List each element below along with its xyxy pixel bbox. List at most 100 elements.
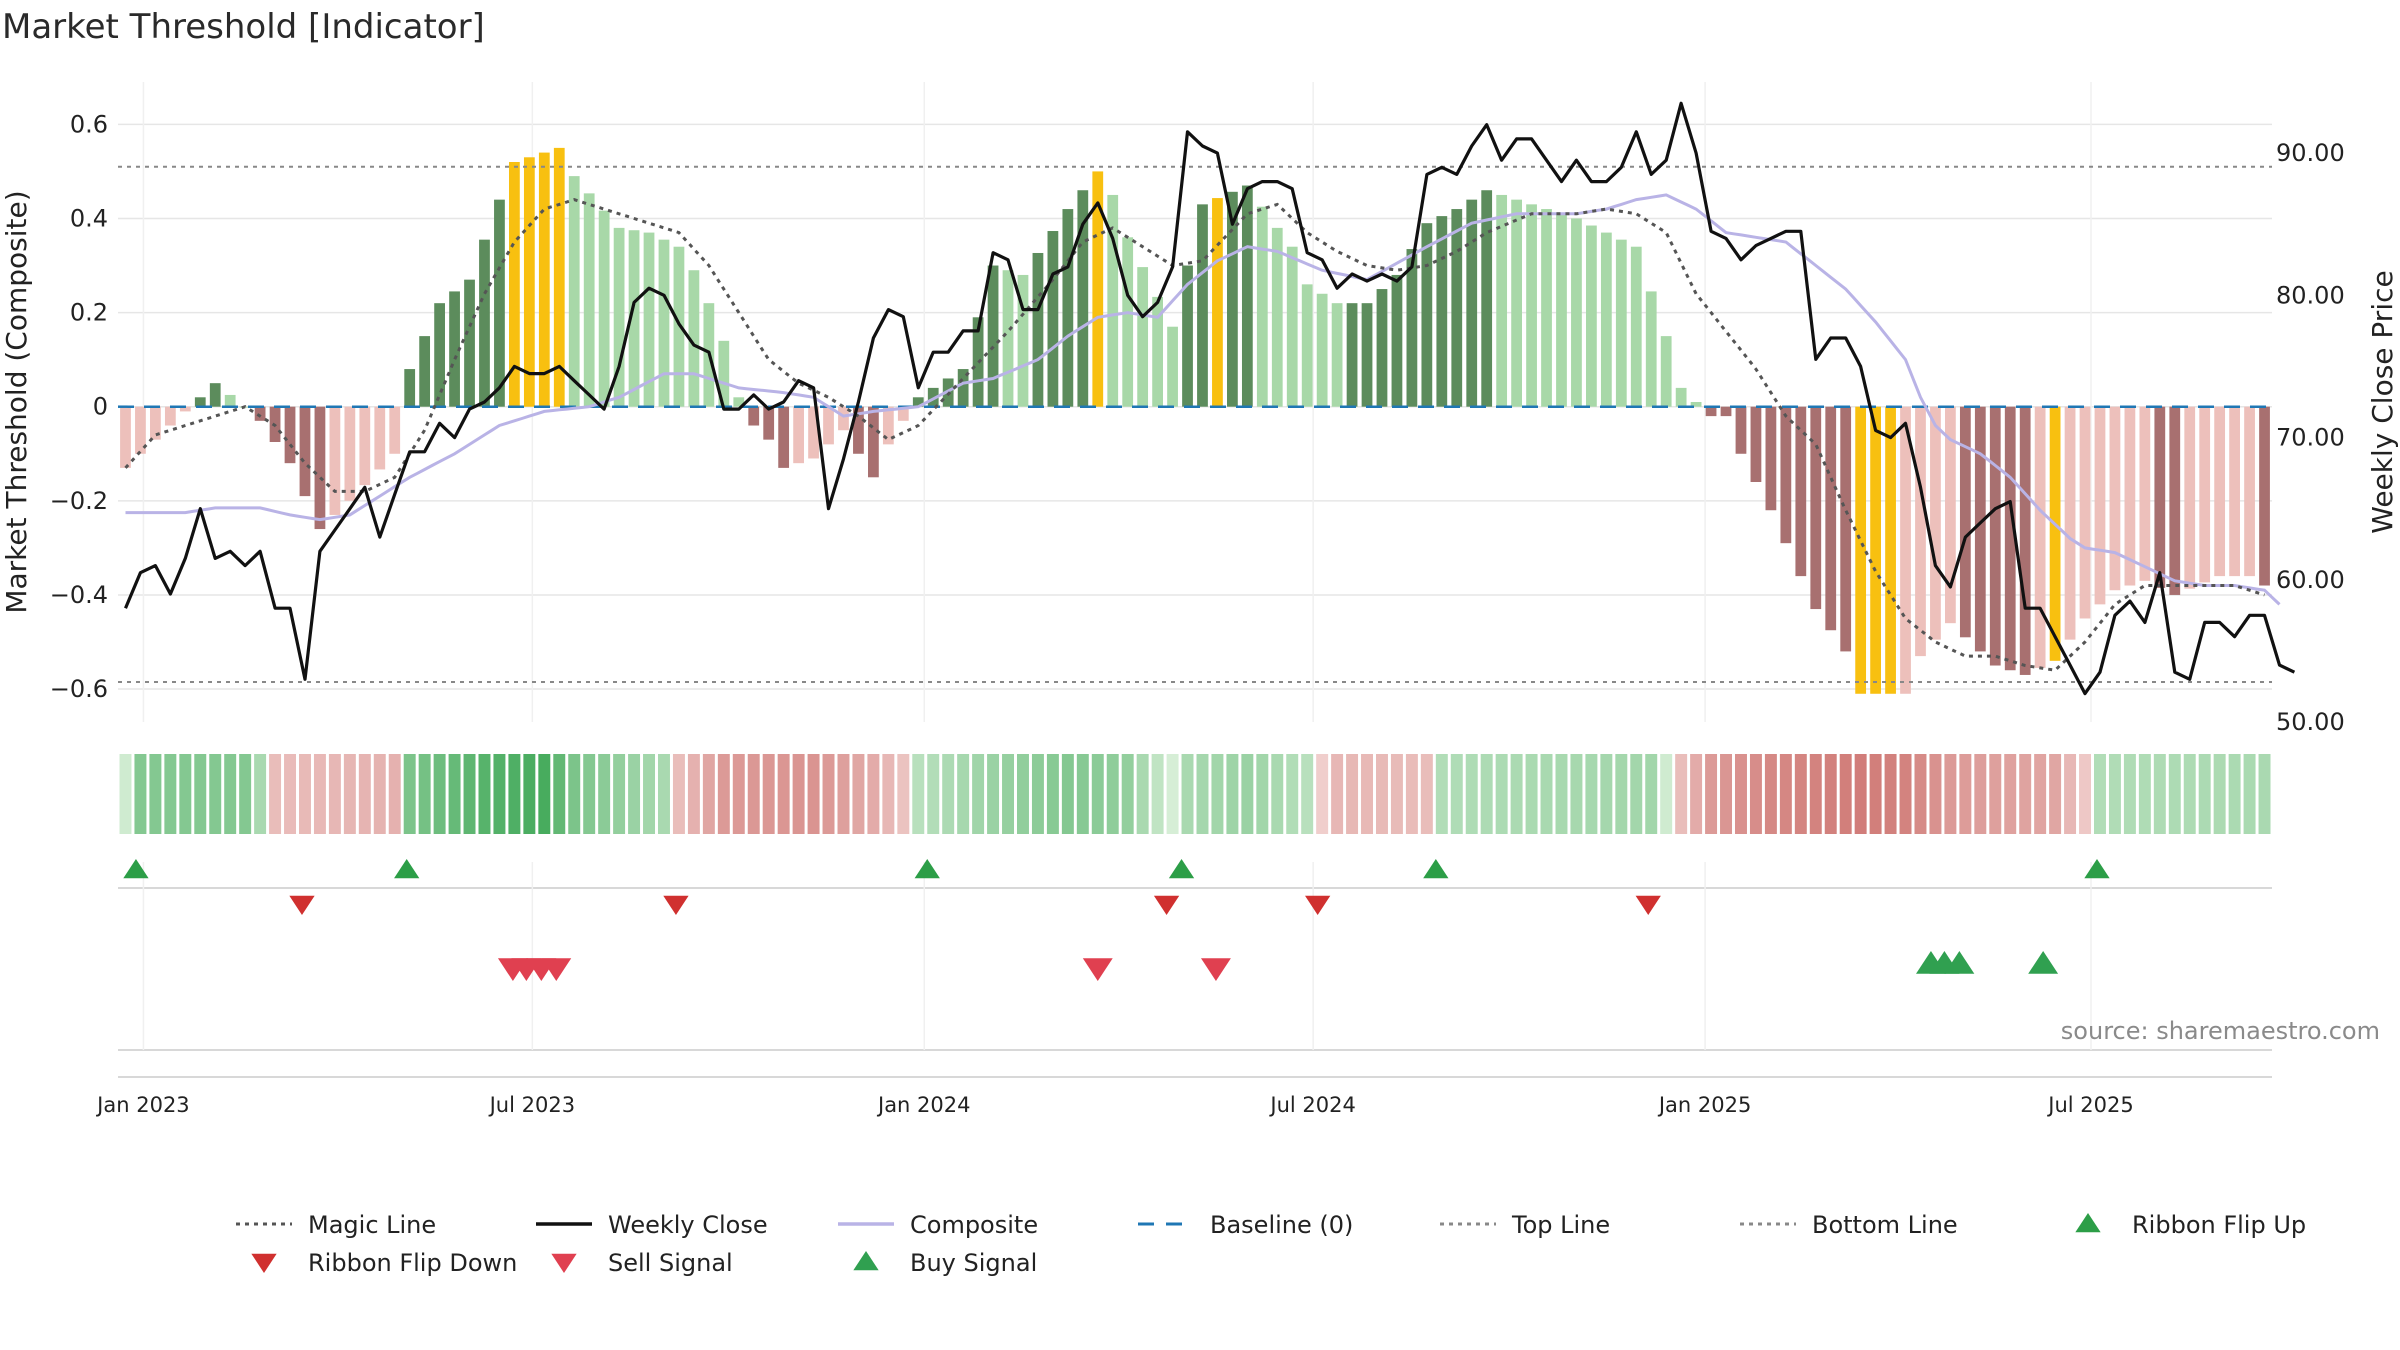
composite-bar (1167, 326, 1178, 407)
composite-bar (359, 406, 371, 486)
legend-label: Weekly Close (608, 1211, 768, 1239)
ribbon-cell (343, 754, 356, 834)
y-tick-label: 0.4 (70, 204, 108, 232)
ribbon-cell (194, 754, 207, 834)
ribbon-cell (269, 754, 282, 834)
composite-bar (748, 406, 760, 426)
ribbon-cell (867, 754, 880, 834)
magic-line (124, 198, 2265, 672)
ribbon-cell (1660, 754, 1673, 834)
composite-bar (1511, 199, 1522, 407)
ribbon-flip-down-marker (663, 895, 689, 915)
ribbon-cell (2243, 754, 2256, 834)
ribbon-cell (1301, 754, 1314, 834)
composite-bar (1900, 406, 1911, 694)
ribbon-cell (523, 754, 536, 834)
legend-item: Composite (838, 1211, 1038, 1239)
ribbon-flip-up-marker (914, 859, 940, 879)
signal-markers (118, 859, 2272, 1078)
ribbon-cell (2064, 754, 2077, 834)
ribbon-cell (119, 754, 132, 834)
ribbon-cell (1824, 754, 1837, 834)
ribbon-cell (463, 754, 476, 834)
ribbon-cell (1884, 754, 1897, 834)
ribbon-cell (2093, 754, 2106, 834)
ribbon-cell (149, 754, 162, 834)
composite-bar (1974, 406, 1986, 652)
ribbon-cell (2168, 754, 2181, 834)
composite-bar (1361, 303, 1373, 407)
composite-bar (434, 303, 445, 407)
ribbon-cell (2049, 754, 2062, 834)
ribbon-cell (298, 754, 311, 834)
ribbon-cell (2198, 754, 2211, 834)
legend-label: Baseline (0) (1210, 1211, 1353, 1239)
ribbon-cell (1196, 754, 1209, 834)
y-tick-label: 0 (93, 393, 108, 421)
ribbon-cell (1286, 754, 1299, 834)
ribbon-cell (1615, 754, 1628, 834)
chart-title: Market Threshold [Indicator] (2, 7, 485, 47)
ribbon-cell (1675, 754, 1688, 834)
composite-bar (1945, 406, 1956, 624)
ribbon-cell (313, 754, 326, 834)
composite-bar (1600, 232, 1612, 407)
ribbon-cell (1809, 754, 1822, 834)
composite-bar (1571, 218, 1582, 407)
composite-bar (2094, 406, 2106, 605)
composite-bar (1256, 206, 1268, 407)
ribbon-cell (1690, 754, 1703, 834)
legend-item: Top Line (1440, 1211, 1610, 1239)
composite-bar (882, 406, 894, 445)
ribbon-cell (2138, 754, 2151, 834)
composite-bar (2184, 406, 2196, 589)
composite-bar (1959, 406, 1971, 638)
ribbon-cell (837, 754, 850, 834)
composite-bar (1092, 171, 1104, 407)
composite-bar (1855, 406, 1867, 694)
ribbon-cell (1720, 754, 1733, 834)
composite-bar (538, 152, 550, 407)
composite-bar (1331, 303, 1343, 407)
ribbon-cell (1106, 754, 1119, 834)
ribbon-cell (1211, 754, 1224, 834)
ribbon-cell (972, 754, 985, 834)
ribbon-cell (747, 754, 760, 834)
composite-bar (2064, 406, 2076, 640)
composite-bar (733, 397, 745, 407)
y2-tick-label: 90.00 (2276, 139, 2345, 167)
ribbon-cell (1944, 754, 1957, 834)
ribbon-cell (1525, 754, 1538, 834)
composite-bar (479, 239, 490, 407)
composite-bar (1436, 216, 1448, 407)
composite-bar (1735, 406, 1747, 454)
ribbon-cell (388, 754, 401, 834)
legend-label: Sell Signal (608, 1249, 733, 1277)
ribbon-strip (114, 754, 2276, 834)
buy-signal-marker (1944, 951, 1975, 974)
composite-bar (150, 406, 161, 440)
y2-tick-label: 60.00 (2276, 566, 2345, 594)
composite-bar (628, 230, 640, 407)
legend-label: Ribbon Flip Down (308, 1249, 517, 1277)
composite-bar (2244, 406, 2255, 577)
sell-signal-marker (541, 958, 572, 981)
composite-bar (1032, 252, 1044, 407)
composite-bar (2214, 406, 2226, 577)
ribbon-cell (2034, 754, 2047, 834)
y-tick-label: 0.6 (70, 110, 108, 138)
ribbon-cell (927, 754, 940, 834)
legend-item: Buy Signal (853, 1249, 1037, 1277)
composite-bar (1989, 406, 2001, 666)
composite-bar (897, 406, 909, 421)
y-tick-label: −0.2 (50, 487, 108, 515)
ribbon-cell (538, 754, 551, 834)
legend: Magic Line Weekly Close Composite Baseline … (236, 1211, 2306, 1277)
ribbon-cell (1959, 754, 1972, 834)
ribbon-cell (2108, 754, 2121, 834)
x-axis: Jan 2023 Jul 2023 Jan 2024 Jul 2024 Jan 2025… (95, 1093, 2134, 1117)
ribbon-cell (598, 754, 611, 834)
composite-bar (1062, 209, 1074, 407)
legend-swatch (251, 1253, 277, 1273)
